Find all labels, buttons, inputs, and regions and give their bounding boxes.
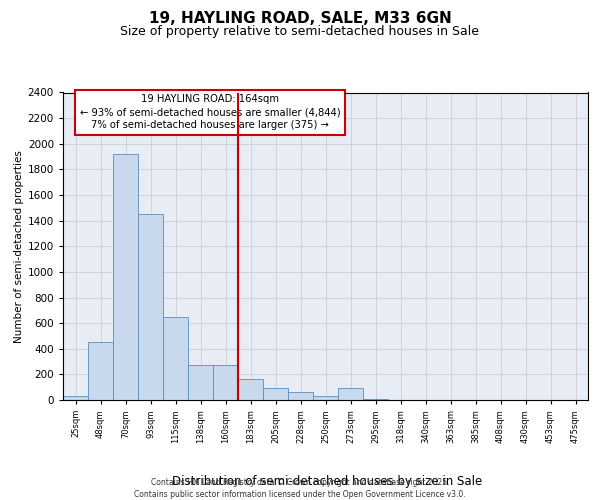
Bar <box>338 388 363 400</box>
Bar <box>363 398 388 400</box>
Bar <box>113 154 138 400</box>
Bar <box>238 379 263 400</box>
Bar <box>163 316 188 400</box>
Bar <box>88 342 113 400</box>
Bar <box>288 392 313 400</box>
Bar <box>213 366 238 400</box>
Text: 19, HAYLING ROAD, SALE, M33 6GN: 19, HAYLING ROAD, SALE, M33 6GN <box>149 11 451 26</box>
Bar <box>263 388 288 400</box>
Text: Distribution of semi-detached houses by size in Sale: Distribution of semi-detached houses by … <box>172 474 482 488</box>
Bar <box>63 396 88 400</box>
Bar <box>313 396 338 400</box>
Bar <box>188 366 213 400</box>
Text: Size of property relative to semi-detached houses in Sale: Size of property relative to semi-detach… <box>121 25 479 38</box>
Y-axis label: Number of semi-detached properties: Number of semi-detached properties <box>14 150 23 342</box>
Bar <box>138 214 163 400</box>
Text: 19 HAYLING ROAD: 164sqm
← 93% of semi-detached houses are smaller (4,844)
7% of : 19 HAYLING ROAD: 164sqm ← 93% of semi-de… <box>80 94 340 130</box>
Text: Contains HM Land Registry data © Crown copyright and database right 2025.
Contai: Contains HM Land Registry data © Crown c… <box>134 478 466 499</box>
